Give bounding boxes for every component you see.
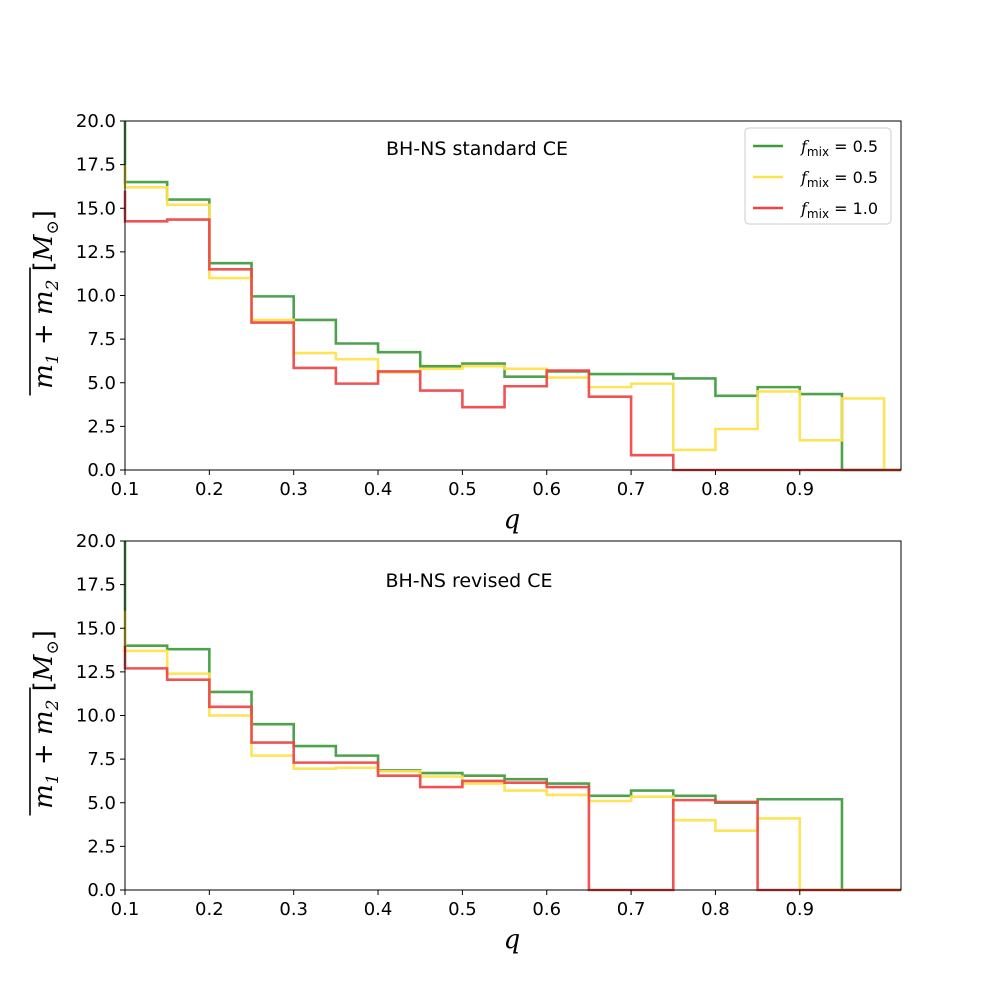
y-tick-label: 20.0 <box>76 531 116 552</box>
y-tick-label: 2.5 <box>87 836 116 857</box>
y-tick-label: 7.5 <box>87 329 116 350</box>
chart-panel-1: 0.1 0.2 0.3 0.4 0.5 0.6 0.7 0.8 0.9 0.0 2.5 5.0 7.5 1… <box>29 111 902 535</box>
legend-entry: fmix = 0.5 <box>800 137 878 159</box>
series-red-step-line <box>123 190 901 472</box>
series-yellow-step-line <box>123 610 901 892</box>
x-tick-label: 0.3 <box>279 899 308 920</box>
x-tick-label: 0.4 <box>364 899 393 920</box>
x-tick-label: 0.9 <box>785 479 814 500</box>
x-tick-label: 0.2 <box>195 899 224 920</box>
y-axis-label: m1 + m2 [M⊙] <box>29 210 63 389</box>
x-tick-label: 0.8 <box>701 899 730 920</box>
y-tick-label: 10.0 <box>76 286 116 307</box>
x-tick-label: 0.6 <box>532 479 561 500</box>
x-tick-label: 0.6 <box>532 899 561 920</box>
chart-title: BH-NS standard CE <box>386 138 568 160</box>
y-tick-label: 5.0 <box>87 793 116 814</box>
x-tick-label: 0.4 <box>364 479 393 500</box>
x-axis-label: q <box>504 505 521 535</box>
y-tick-label: 15.0 <box>76 618 116 639</box>
y-tick-label: 0.0 <box>87 460 116 481</box>
y-tick-label: 10.0 <box>76 706 116 727</box>
legend-entry: fmix = 1.0 <box>800 199 878 221</box>
y-tick-label: 20.0 <box>76 111 116 132</box>
x-tick-label: 0.1 <box>111 899 140 920</box>
legend-box <box>744 127 892 225</box>
legend-entry: fmix = 0.5 <box>800 168 878 190</box>
y-tick-label: 17.5 <box>76 575 116 596</box>
y-tick-label: 2.5 <box>87 416 116 437</box>
series-green-step-line <box>123 121 901 472</box>
x-tick-label: 0.1 <box>111 479 140 500</box>
y-axis-label: m1 + m2 [M⊙] <box>29 630 63 809</box>
y-tick-label: 12.5 <box>76 662 116 683</box>
series-red-step-line <box>123 645 901 892</box>
x-tick-label: 0.9 <box>785 899 814 920</box>
y-tick-label: 15.0 <box>76 198 116 219</box>
x-tick-label: 0.5 <box>448 479 477 500</box>
y-tick-label: 0.0 <box>87 880 116 901</box>
y-tick-label: 5.0 <box>87 373 116 394</box>
y-tick-label: 12.5 <box>76 242 116 263</box>
legend: fmix = 0.5 fmix = 0.5 fmix = 1.0 <box>744 127 892 225</box>
x-tick-label: 0.5 <box>448 899 477 920</box>
x-tick-label: 0.3 <box>279 479 308 500</box>
x-tick-label: 0.8 <box>701 479 730 500</box>
x-tick-label: 0.2 <box>195 479 224 500</box>
y-tick-label: 17.5 <box>76 155 116 176</box>
y-tick-label: 7.5 <box>87 749 116 770</box>
x-tick-label: 0.7 <box>617 899 646 920</box>
chart-title: BH-NS revised CE <box>385 570 552 592</box>
x-tick-label: 0.7 <box>617 479 646 500</box>
chart-panel-2: 0.1 0.2 0.3 0.4 0.5 0.6 0.7 0.8 0.9 0.0 2.5 5.0 7.5 1… <box>29 531 902 955</box>
x-axis-label: q <box>504 925 521 955</box>
